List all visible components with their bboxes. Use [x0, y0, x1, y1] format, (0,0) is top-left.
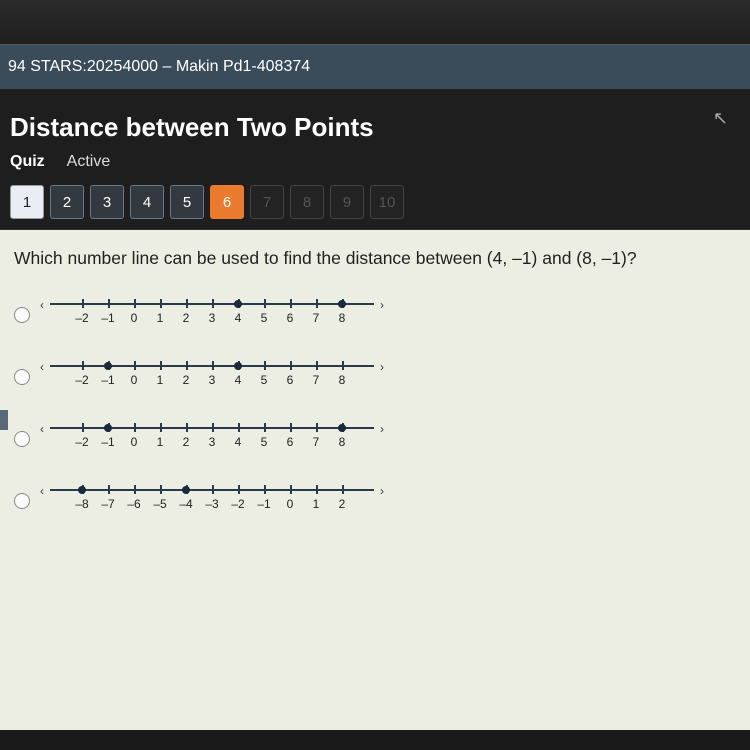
option-b[interactable]: ‹›–2–1012345678 [14, 357, 736, 397]
qnav-7[interactable]: 7 [250, 185, 284, 219]
qnav-9[interactable]: 9 [330, 185, 364, 219]
question-text: Which number line can be used to find th… [14, 248, 736, 269]
lesson-header: Distance between Two Points Quiz Active … [0, 90, 750, 230]
qnav-1[interactable]: 1 [10, 185, 44, 219]
option-a[interactable]: ‹›–2–1012345678 [14, 295, 736, 335]
question-content: Which number line can be used to find th… [0, 230, 750, 730]
radio-a[interactable] [14, 307, 30, 323]
qnav-2[interactable]: 2 [50, 185, 84, 219]
numberline-b: ‹›–2–1012345678 [42, 357, 382, 397]
radio-b[interactable] [14, 369, 30, 385]
window-titlebar: 94 STARS:20254000 – Makin Pd1-408374 [0, 44, 750, 90]
qnav-4[interactable]: 4 [130, 185, 164, 219]
left-edge-marker [0, 410, 8, 430]
question-nav: 1 2 3 4 5 6 7 8 9 10 [10, 185, 740, 219]
numberline-d: ‹›–8–7–6–5–4–3–2–1012 [42, 481, 382, 521]
radio-c[interactable] [14, 431, 30, 447]
numberline-a: ‹›–2–1012345678 [42, 295, 382, 335]
qnav-6[interactable]: 6 [210, 185, 244, 219]
option-c[interactable]: ‹›–2–1012345678 [14, 419, 736, 459]
page-title: Distance between Two Points [10, 112, 740, 143]
qnav-10[interactable]: 10 [370, 185, 404, 219]
tabs: Quiz Active [10, 153, 740, 171]
window-title: 94 STARS:20254000 – Makin Pd1-408374 [8, 58, 310, 76]
qnav-3[interactable]: 3 [90, 185, 124, 219]
cursor-icon: ↖ [713, 108, 728, 129]
tab-active[interactable]: Active [67, 153, 111, 171]
qnav-5[interactable]: 5 [170, 185, 204, 219]
numberline-c: ‹›–2–1012345678 [42, 419, 382, 459]
radio-d[interactable] [14, 493, 30, 509]
tab-quiz[interactable]: Quiz [10, 153, 45, 171]
qnav-8[interactable]: 8 [290, 185, 324, 219]
option-d[interactable]: ‹›–8–7–6–5–4–3–2–1012 [14, 481, 736, 521]
